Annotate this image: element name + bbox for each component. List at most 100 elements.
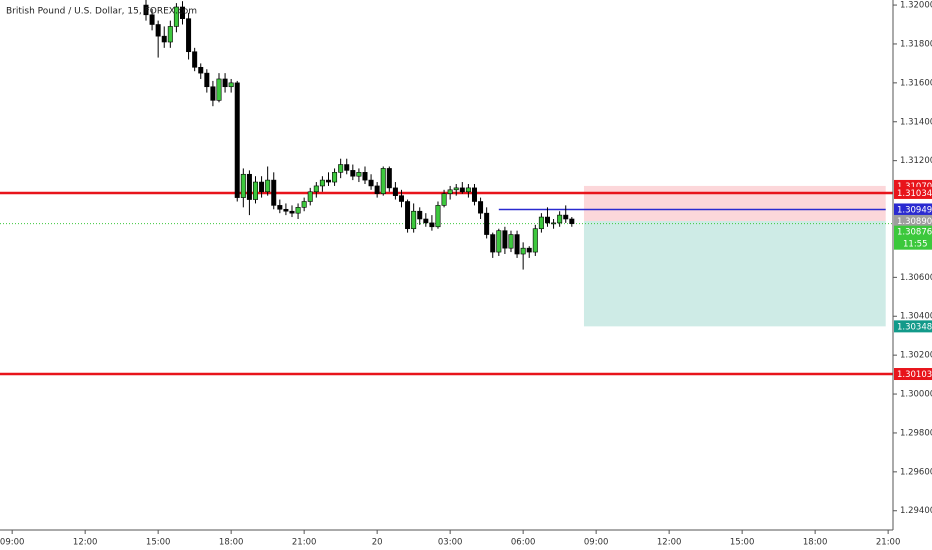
- current-price-box: [894, 225, 932, 250]
- y-tick-label: 1.31600: [900, 78, 932, 88]
- candle-body: [380, 168, 386, 195]
- x-tick-label: 20: [372, 538, 383, 548]
- entry-price-box: [894, 203, 932, 216]
- y-tick-label: 1.31200: [900, 156, 932, 166]
- candle-body: [265, 179, 271, 193]
- candle-body: [453, 187, 459, 191]
- candle-body: [551, 222, 557, 225]
- candle-body: [338, 164, 344, 173]
- x-tick-label: 15:00: [730, 538, 755, 548]
- x-tick-label: 21:00: [876, 538, 901, 548]
- y-tick-label: 1.30600: [900, 273, 932, 283]
- position-entry-price-label: 1.30890: [897, 217, 932, 227]
- x-tick-label: 15:00: [146, 538, 171, 548]
- candle-body: [435, 205, 441, 228]
- candle-body: [277, 205, 283, 210]
- candle-body: [423, 218, 429, 224]
- x-tick-label: 18:00: [219, 538, 244, 548]
- candle-body: [301, 201, 307, 208]
- target-zone: [583, 220, 886, 327]
- candle-body: [392, 187, 398, 196]
- target-price-box: [894, 320, 932, 333]
- y-tick-label: 1.30400: [900, 312, 932, 322]
- candle-body: [544, 216, 550, 224]
- candle-body: [216, 78, 222, 101]
- candle-body: [417, 210, 423, 220]
- y-tick-label: 1.31400: [900, 117, 932, 127]
- x-tick-label: 09:00: [0, 538, 24, 548]
- entry-price-label: 1.30949: [897, 205, 932, 215]
- candle-body: [149, 14, 155, 25]
- candle-body: [484, 212, 490, 235]
- candle-body: [344, 164, 350, 171]
- candle-body: [398, 195, 404, 202]
- y-tick-label: 1.29600: [900, 467, 932, 477]
- candle-body: [192, 51, 198, 68]
- candle-body: [155, 24, 161, 37]
- candle-body: [532, 228, 538, 253]
- y-tick-label: 1.29800: [900, 428, 932, 438]
- level-price-box: [894, 368, 932, 381]
- candle-body: [557, 214, 563, 224]
- stop-zone: [583, 185, 886, 221]
- candle-body: [526, 247, 532, 253]
- x-tick-label: 09:00: [584, 538, 609, 548]
- candle-body: [198, 66, 204, 74]
- candle-body: [569, 218, 575, 224]
- candle-body: [368, 179, 374, 187]
- x-tick-label: 12:00: [657, 538, 682, 548]
- y-tick-label: 1.30200: [900, 351, 932, 361]
- x-tick-label: 18:00: [803, 538, 828, 548]
- candle-body: [252, 181, 258, 200]
- candle-body: [520, 247, 526, 255]
- candle-body: [374, 185, 380, 195]
- current-price-label: 1.30876: [897, 228, 932, 238]
- candle-body: [478, 201, 484, 214]
- plot-area: [0, 0, 893, 376]
- candle-body: [362, 172, 368, 181]
- candle-body: [563, 214, 569, 220]
- candle-body: [161, 35, 167, 43]
- candle-body: [240, 173, 246, 198]
- candle-body: [283, 208, 289, 212]
- y-tick-label: 1.30000: [900, 390, 932, 400]
- candle-body: [350, 170, 356, 177]
- candle-body: [319, 179, 325, 187]
- candle-body: [222, 78, 228, 88]
- level-price-label: 1.30103: [897, 370, 932, 380]
- candle-body: [471, 187, 477, 202]
- candle-body: [313, 185, 319, 193]
- candle-body: [332, 172, 338, 183]
- candle-body: [210, 86, 216, 101]
- candle-body: [356, 172, 362, 177]
- candle-body: [496, 230, 502, 253]
- candle-body: [514, 234, 520, 255]
- candle-body: [405, 201, 411, 230]
- y-tick-label: 1.31800: [900, 39, 932, 49]
- candle-body: [295, 207, 301, 214]
- countdown-label: 11:55: [903, 240, 928, 250]
- candle-body: [502, 230, 508, 249]
- chart-title: British Pound / U.S. Dollar, 15, FOREX.c…: [6, 7, 197, 17]
- y-tick-label: 1.29400: [900, 506, 932, 516]
- candle-body: [508, 234, 514, 249]
- stop-price-label: 1.31070: [897, 182, 932, 192]
- candle-body: [459, 187, 465, 193]
- candle-body: [143, 4, 149, 16]
- candle-body: [167, 26, 173, 43]
- candle-body: [179, 6, 185, 19]
- candle-body: [490, 234, 496, 253]
- position-entry-price-box: [894, 214, 932, 227]
- candle-body: [429, 222, 435, 228]
- candle-body: [186, 18, 192, 53]
- candle-body: [234, 82, 240, 198]
- candle-body: [259, 181, 265, 193]
- candle-body: [307, 191, 313, 202]
- candle-body: [441, 193, 447, 206]
- level-price-box: [894, 186, 932, 199]
- x-tick-label: 21:00: [292, 538, 317, 548]
- y-tick-label: 1.32000: [900, 1, 932, 11]
- candle-body: [289, 210, 295, 214]
- candle-body: [271, 179, 277, 206]
- candle-body: [173, 6, 179, 27]
